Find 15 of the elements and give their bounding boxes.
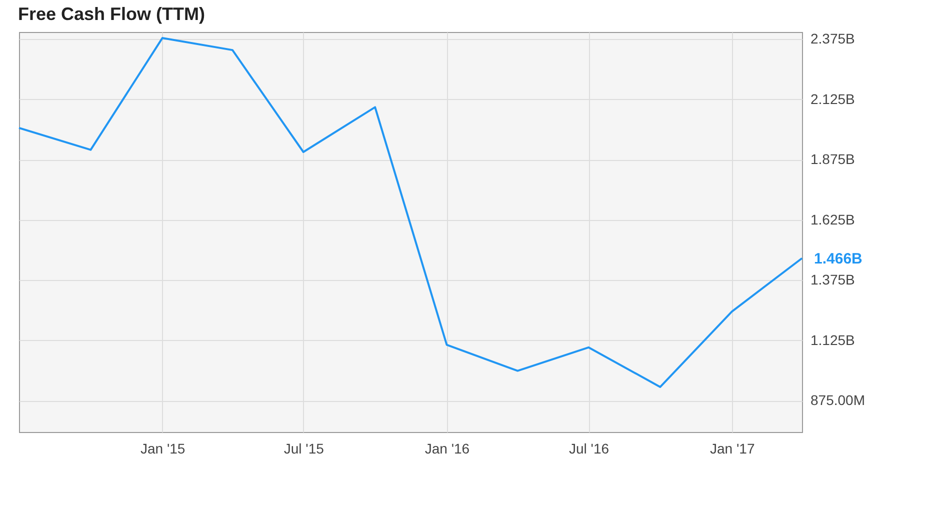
- chart-title: Free Cash Flow (TTM): [18, 4, 206, 24]
- y-tick-label: 1.875B: [810, 151, 855, 168]
- y-tick-label: 1.625B: [810, 211, 855, 228]
- y-tick-label: 1.125B: [810, 332, 855, 348]
- y-tick-label: 2.125B: [810, 90, 855, 107]
- x-tick-label: Jul '15: [284, 440, 324, 456]
- y-tick-label: 1.375B: [810, 272, 855, 288]
- line-series: [18, 37, 803, 388]
- data-label: 1.466B: [814, 250, 863, 268]
- y-tick-label: 2.375B: [810, 30, 855, 47]
- x-tick-label: Jul '16: [569, 440, 610, 456]
- x-tick-label: Jan '17: [710, 440, 755, 456]
- x-tick-label: Jan '16: [424, 440, 470, 456]
- y-tick-label: 875.00M: [810, 392, 865, 408]
- x-tick-label: Jan '15: [140, 440, 186, 456]
